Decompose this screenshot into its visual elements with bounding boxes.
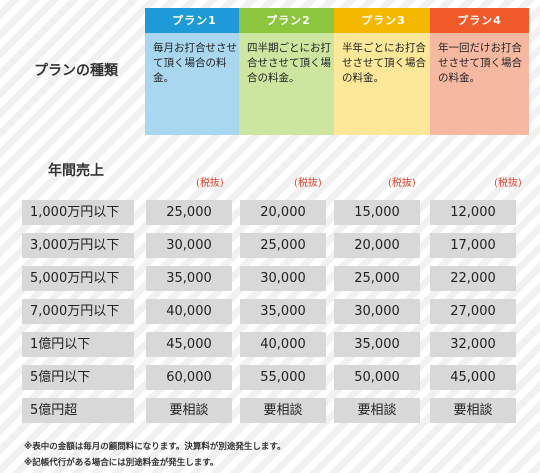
tax-note-plan-3: (税抜) xyxy=(388,178,416,189)
tax-note-plan-4: (税抜) xyxy=(494,178,522,189)
price-cell-plan-1: 60,000 xyxy=(146,365,232,390)
sales-range-label: 1,000万円以下 xyxy=(22,200,134,225)
price-cell-plan-3: 30,000 xyxy=(334,299,420,324)
tax-note-plan-2: (税抜) xyxy=(294,178,322,189)
plan-card-description: 年一回だけお打合せさせて頂く場合の料金。 xyxy=(430,33,529,135)
price-cell-plan-3: 20,000 xyxy=(334,233,420,258)
footnote: ※記帳代行がある場合には別途料金が発生します。 xyxy=(24,458,219,468)
price-cell-plan-1: 45,000 xyxy=(146,332,232,357)
plan-card-3: プラン3 半年ごとにお打合せさせて頂く場合の料金。 xyxy=(334,8,433,135)
plan-card-title: プラン3 xyxy=(334,8,433,33)
price-cell-plan-2: 55,000 xyxy=(240,365,326,390)
sales-range-label: 1億円以下 xyxy=(22,332,134,357)
plan-card-description: 毎月お打合せさせて頂く場合の料金。 xyxy=(145,33,244,135)
price-cell-plan-3: 50,000 xyxy=(334,365,420,390)
price-cell-plan-2: 30,000 xyxy=(240,266,326,291)
plan-card-description: 四半期ごとにお打合せさせて頂く場合の料金。 xyxy=(239,33,338,135)
price-cell-plan-4: 12,000 xyxy=(430,200,516,225)
sales-range-label: 5億円超 xyxy=(22,398,134,423)
price-cell-plan-4: 45,000 xyxy=(430,365,516,390)
plan-card-1: プラン1 毎月お打合せさせて頂く場合の料金。 xyxy=(145,8,244,135)
price-cell-plan-2: 35,000 xyxy=(240,299,326,324)
price-cell-plan-1: 40,000 xyxy=(146,299,232,324)
price-cell-plan-1: 35,000 xyxy=(146,266,232,291)
annual-sales-label: 年間売上 xyxy=(48,163,104,179)
price-cell-plan-3: 35,000 xyxy=(334,332,420,357)
sales-range-label: 3,000万円以下 xyxy=(22,233,134,258)
tax-note-plan-1: (税抜) xyxy=(196,178,224,189)
sales-range-label: 5,000万円以下 xyxy=(22,266,134,291)
footnote: ※表中の金額は毎月の顧問料になります。決算料が別途発生します。 xyxy=(24,442,286,452)
price-cell-plan-4: 要相談 xyxy=(430,398,516,423)
plan-types-label: プランの種類 xyxy=(34,63,118,79)
price-cell-plan-2: 要相談 xyxy=(240,398,326,423)
plan-card-description: 半年ごとにお打合せさせて頂く場合の料金。 xyxy=(334,33,433,135)
plan-card-2: プラン2 四半期ごとにお打合せさせて頂く場合の料金。 xyxy=(239,8,338,135)
plan-card-title: プラン2 xyxy=(239,8,338,33)
sales-range-label: 5億円以下 xyxy=(22,365,134,390)
price-cell-plan-1: 25,000 xyxy=(146,200,232,225)
price-cell-plan-3: 15,000 xyxy=(334,200,420,225)
sales-range-label: 7,000万円以下 xyxy=(22,299,134,324)
price-cell-plan-1: 30,000 xyxy=(146,233,232,258)
price-cell-plan-4: 22,000 xyxy=(430,266,516,291)
price-cell-plan-3: 要相談 xyxy=(334,398,420,423)
price-cell-plan-3: 25,000 xyxy=(334,266,420,291)
price-cell-plan-2: 25,000 xyxy=(240,233,326,258)
price-cell-plan-1: 要相談 xyxy=(146,398,232,423)
price-cell-plan-2: 40,000 xyxy=(240,332,326,357)
plan-card-title: プラン4 xyxy=(430,8,529,33)
price-cell-plan-4: 17,000 xyxy=(430,233,516,258)
price-cell-plan-2: 20,000 xyxy=(240,200,326,225)
plan-card-4: プラン4 年一回だけお打合せさせて頂く場合の料金。 xyxy=(430,8,529,135)
price-cell-plan-4: 32,000 xyxy=(430,332,516,357)
plan-card-title: プラン1 xyxy=(145,8,244,33)
price-cell-plan-4: 27,000 xyxy=(430,299,516,324)
